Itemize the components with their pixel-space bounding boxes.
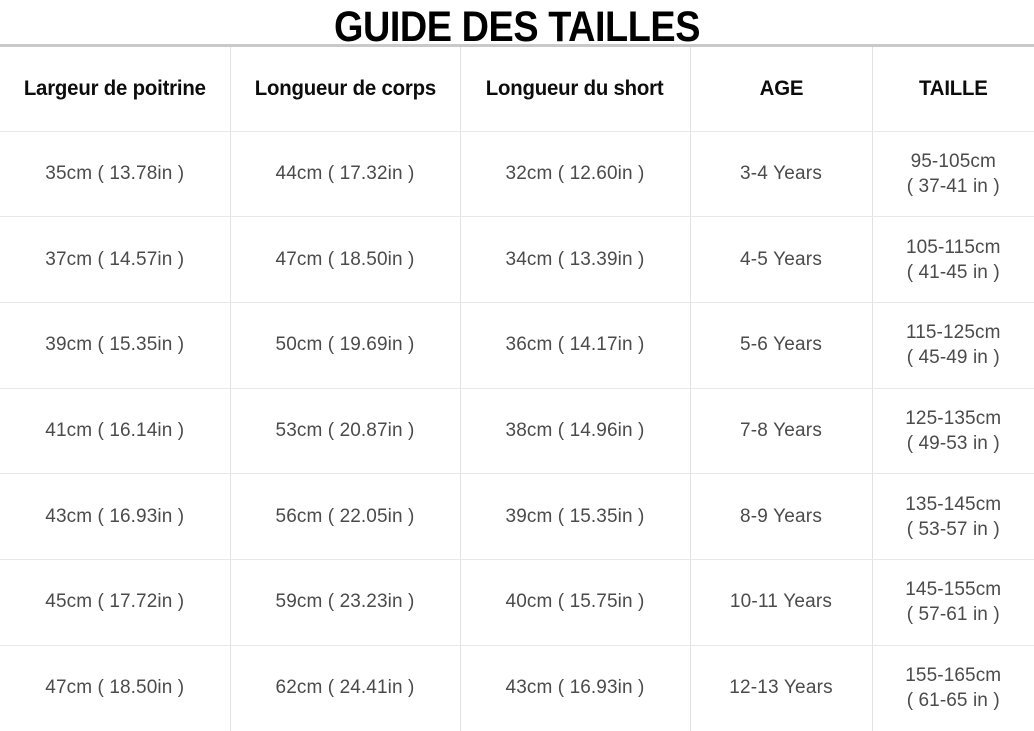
cell-height: 135-145cm ( 53-57 in )	[872, 473, 1034, 561]
cell-height-cm: 145-155cm	[905, 579, 1002, 601]
column-header-height-label: TAILLE	[918, 76, 988, 100]
page-title: GUIDE DES TAILLES	[333, 3, 701, 45]
cell-height-cm: 125-135cm	[905, 407, 1002, 429]
table-row: 39cm ( 15.35in ) 50cm ( 19.69in ) 36cm (…	[0, 302, 1034, 389]
cell-short-length: 40cm ( 15.75in )	[460, 559, 691, 646]
column-header-chest-width-label: Largeur de poitrine	[23, 76, 206, 100]
cell-body-length: 53cm ( 20.87in )	[230, 388, 461, 475]
cell-height-in: ( 45-49 in )	[906, 347, 1000, 369]
cell-height: 145-155cm ( 57-61 in )	[872, 559, 1034, 646]
cell-height: 155-165cm ( 61-65 in )	[872, 645, 1034, 731]
cell-body-length: 62cm ( 24.41in )	[230, 645, 461, 731]
column-header-short-length-label: Longueur du short	[486, 76, 664, 100]
cell-height: 105-115cm ( 41-45 in )	[872, 216, 1034, 303]
cell-age: 4-5 Years	[690, 216, 873, 303]
cell-short-length: 39cm ( 15.35in )	[460, 473, 691, 561]
column-header-age: AGE	[690, 47, 873, 132]
cell-height-in: ( 37-41 in )	[906, 175, 1000, 197]
size-table-container: Largeur de poitrine Longueur de corps Lo…	[0, 44, 1034, 731]
cell-chest-width: 45cm ( 17.72in )	[0, 559, 231, 646]
cell-age: 3-4 Years	[690, 131, 873, 218]
cell-chest-width: 39cm ( 15.35in )	[0, 302, 231, 389]
cell-chest-width: 35cm ( 13.78in )	[0, 131, 231, 218]
cell-age: 10-11 Years	[690, 559, 873, 646]
cell-body-length: 47cm ( 18.50in )	[230, 216, 461, 303]
column-header-chest-width: Largeur de poitrine	[0, 47, 231, 132]
column-header-body-length: Longueur de corps	[230, 47, 461, 132]
cell-chest-width: 43cm ( 16.93in )	[0, 473, 231, 561]
cell-height-in: ( 53-57 in )	[906, 518, 1000, 540]
cell-age: 5-6 Years	[690, 302, 873, 389]
table-row: 43cm ( 16.93in ) 56cm ( 22.05in ) 39cm (…	[0, 473, 1034, 561]
cell-height-cm: 105-115cm	[905, 236, 1001, 258]
table-row: 35cm ( 13.78in ) 44cm ( 17.32in ) 32cm (…	[0, 131, 1034, 218]
cell-height-cm: 155-165cm	[905, 665, 1002, 687]
cell-height: 115-125cm ( 45-49 in )	[872, 302, 1034, 389]
cell-height: 125-135cm ( 49-53 in )	[872, 388, 1034, 475]
cell-chest-width: 37cm ( 14.57in )	[0, 216, 231, 303]
table-row: 37cm ( 14.57in ) 47cm ( 18.50in ) 34cm (…	[0, 216, 1034, 303]
cell-height-in: ( 61-65 in )	[906, 690, 1000, 712]
column-header-age-label: AGE	[759, 76, 803, 100]
cell-short-length: 36cm ( 14.17in )	[460, 302, 691, 389]
cell-height: 95-105cm ( 37-41 in )	[872, 131, 1034, 218]
title-bar: GUIDE DES TAILLES	[0, 0, 1034, 44]
cell-short-length: 38cm ( 14.96in )	[460, 388, 691, 475]
cell-body-length: 59cm ( 23.23in )	[230, 559, 461, 646]
cell-body-length: 44cm ( 17.32in )	[230, 131, 461, 218]
cell-short-length: 34cm ( 13.39in )	[460, 216, 691, 303]
table-body: 35cm ( 13.78in ) 44cm ( 17.32in ) 32cm (…	[0, 131, 1034, 731]
header-row: Largeur de poitrine Longueur de corps Lo…	[0, 47, 1034, 132]
column-header-body-length-label: Longueur de corps	[254, 76, 436, 100]
cell-height-in: ( 57-61 in )	[906, 604, 1000, 626]
cell-height-cm: 115-125cm	[905, 322, 1001, 344]
cell-height-in: ( 41-45 in )	[906, 261, 1000, 283]
cell-age: 12-13 Years	[690, 645, 873, 731]
size-table: Largeur de poitrine Longueur de corps Lo…	[0, 47, 1034, 731]
column-header-short-length: Longueur du short	[460, 47, 691, 132]
cell-short-length: 32cm ( 12.60in )	[460, 131, 691, 218]
cell-height-in: ( 49-53 in )	[906, 432, 1000, 454]
cell-chest-width: 41cm ( 16.14in )	[0, 388, 231, 475]
cell-short-length: 43cm ( 16.93in )	[460, 645, 691, 731]
cell-height-cm: 95-105cm	[910, 150, 996, 172]
column-header-height: TAILLE	[872, 47, 1034, 132]
cell-age: 7-8 Years	[690, 388, 873, 475]
cell-height-cm: 135-145cm	[905, 493, 1002, 515]
cell-chest-width: 47cm ( 18.50in )	[0, 645, 231, 731]
table-row: 41cm ( 16.14in ) 53cm ( 20.87in ) 38cm (…	[0, 388, 1034, 475]
cell-age: 8-9 Years	[690, 473, 873, 561]
cell-body-length: 50cm ( 19.69in )	[230, 302, 461, 389]
table-header: Largeur de poitrine Longueur de corps Lo…	[0, 47, 1034, 132]
cell-body-length: 56cm ( 22.05in )	[230, 473, 461, 561]
table-row: 45cm ( 17.72in ) 59cm ( 23.23in ) 40cm (…	[0, 559, 1034, 646]
table-row: 47cm ( 18.50in ) 62cm ( 24.41in ) 43cm (…	[0, 645, 1034, 731]
